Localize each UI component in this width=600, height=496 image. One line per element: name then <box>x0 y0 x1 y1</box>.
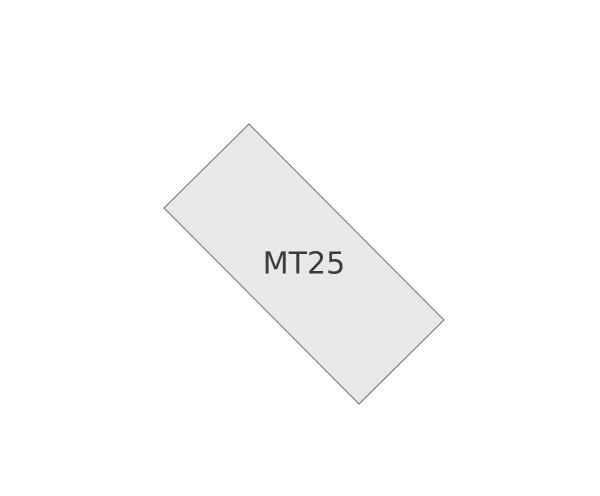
shape-label: MT25 <box>263 247 345 282</box>
rotated-rectangle-shape[interactable] <box>163 123 445 405</box>
